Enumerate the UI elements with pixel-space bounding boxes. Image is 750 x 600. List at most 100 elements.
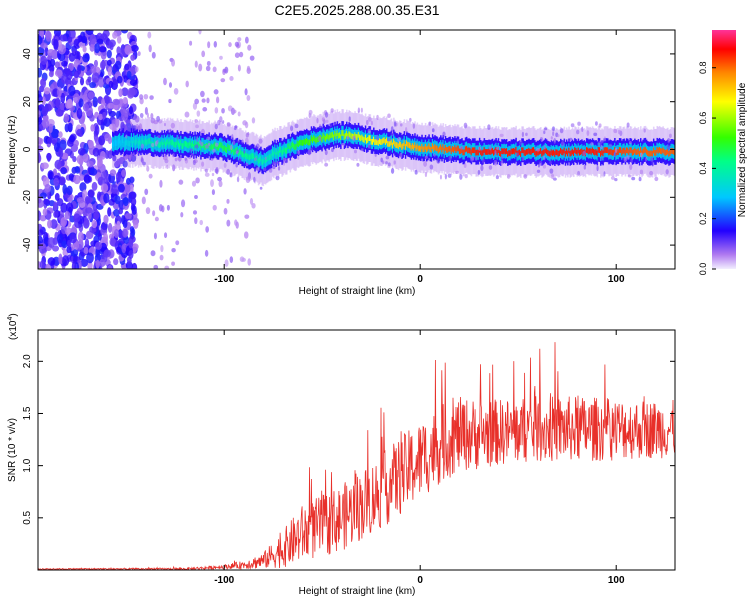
heatmap-noise-cell (247, 44, 252, 51)
heatmap-noise-cell (246, 94, 251, 102)
heatmap-ridge-core (450, 148, 453, 154)
heatmap-noise-cell (200, 90, 205, 98)
heatmap-noise-cell (194, 98, 200, 105)
heatmap-noise-cell (189, 148, 193, 152)
heatmap-ridge-core (529, 149, 532, 155)
heatmap-noise-cell (583, 164, 587, 170)
heatmap-ridge-core (238, 148, 241, 155)
heatmap-ridge-core (271, 149, 274, 156)
heatmap-noise-cell (234, 52, 240, 58)
heatmap-noise-cell (194, 217, 198, 225)
heatmap-ridge-core (667, 148, 669, 155)
heatmap-ridge-core (314, 136, 316, 143)
heatmap-ridge-core (129, 140, 132, 147)
heatmap-noise-cell (42, 119, 50, 128)
heatmap-ridge-core (310, 135, 313, 142)
heatmap-ridge-core (476, 149, 479, 156)
heatmap-noise-cell (318, 124, 322, 129)
heatmap-noise-cell (543, 155, 546, 161)
heatmap-ridge-core (327, 133, 329, 140)
heatmap-ridge-core (497, 147, 500, 154)
heatmap-noise-cell (665, 169, 669, 175)
heatmap-ridge-core (174, 142, 176, 148)
heatmap-noise-cell (53, 210, 59, 218)
heatmap-noise-cell (414, 169, 418, 175)
heatmap-ridge-core (329, 132, 332, 139)
heatmap-ridge-core (574, 147, 576, 153)
heatmap-noise-cell (115, 110, 121, 120)
heatmap-ridge-core (563, 147, 566, 154)
heatmap-ridge-core (223, 145, 226, 151)
heatmap-noise-cell (147, 31, 152, 39)
heatmap-noise-cell (255, 167, 260, 171)
heatmap-noise-cell (231, 134, 234, 141)
heatmap-ridge-core (350, 133, 353, 140)
heatmap-noise-cell (129, 87, 138, 96)
heatmap-noise-cell (431, 128, 435, 133)
heatmap-ridge-core (179, 143, 181, 149)
heatmap-noise-cell (85, 30, 94, 36)
heatmap-ridge-core (561, 149, 563, 156)
heatmap-ridge-core (291, 141, 294, 148)
heatmap-ridge-core (592, 148, 595, 155)
colorbar: 0.0 0.2 0.4 0.6 0.8 Normalized spectral ampl… (698, 30, 748, 275)
heatmap-noise-cell (471, 156, 475, 161)
heatmap-ridge-core (471, 147, 474, 154)
heatmap-noise-cell (235, 162, 238, 168)
heatmap-noise-cell (118, 207, 123, 215)
heatmap-noise-cell (105, 96, 112, 105)
heatmap-ridge-core (507, 151, 509, 157)
heatmap-noise-cell (114, 117, 120, 128)
heatmap-ridge-core (634, 147, 636, 154)
heatmap-noise-cell (525, 132, 528, 137)
heatmap-noise-cell (66, 70, 73, 81)
heatmap-noise-cell (608, 143, 613, 148)
heatmap-noise-cell (630, 157, 633, 164)
heatmap-noise-cell (38, 145, 44, 152)
heatmap-ridge-core (525, 148, 528, 155)
heatmap-noise-cell (124, 44, 132, 55)
heatmap-noise-cell (175, 240, 180, 246)
heatmap-noise-cell (38, 223, 43, 231)
heatmap-noise-cell (160, 244, 164, 253)
heatmap-ridge-core (334, 130, 336, 137)
heatmap-ridge-core (180, 140, 182, 146)
heatmap-noise-cell (97, 157, 103, 167)
heatmap-ridge-core (117, 138, 120, 145)
heatmap-noise-cell (194, 144, 199, 149)
heatmap-noise-cell (89, 114, 95, 122)
heatmap-ridge-core (188, 142, 191, 149)
heatmap-noise-cell (66, 202, 74, 214)
heatmap-noise-cell (192, 159, 196, 166)
heatmap-noise-cell (40, 55, 48, 65)
heatmap-ridge-core (203, 144, 206, 150)
figure-title: C2E5.2025.288.00.35.E31 (274, 2, 439, 18)
heatmap-ridge-core (216, 144, 219, 151)
heatmap-ridge-core (148, 137, 151, 144)
heatmap-ridge-core (306, 137, 308, 144)
heatmap-noise-cell (63, 113, 70, 123)
heatmap-ridge-core (603, 147, 606, 154)
heatmap-ridge-core (503, 148, 506, 154)
heatmap-noise-cell (645, 157, 648, 162)
heatmap-noise-cell (107, 264, 113, 269)
heatmap-noise-cell (429, 164, 434, 170)
heatmap-noise-cell (237, 111, 241, 117)
heatmap-noise-cell (205, 65, 211, 72)
heatmap-noise-cell (98, 46, 107, 53)
heatmap-noise-cell (166, 204, 170, 211)
heatmap-noise-cell (627, 174, 632, 178)
heatmap-noise-cell (213, 89, 219, 95)
heatmap-ridge-core (128, 140, 131, 147)
heatmap-noise-cell (52, 245, 60, 252)
heatmap-noise-cell (121, 243, 127, 254)
heatmap-ridge-core (355, 133, 358, 140)
heatmap-noise-cell (55, 97, 61, 109)
heatmap-noise-cell (108, 80, 114, 89)
heatmap-noise-cell (212, 204, 217, 211)
snr-multiplier: (x104) (7, 313, 19, 340)
heatmap-ridge-core (464, 146, 467, 153)
heatmap-ridge-core (124, 140, 127, 147)
heatmap-ridge-core (463, 149, 466, 156)
heatmap-ridge-core (163, 139, 166, 145)
